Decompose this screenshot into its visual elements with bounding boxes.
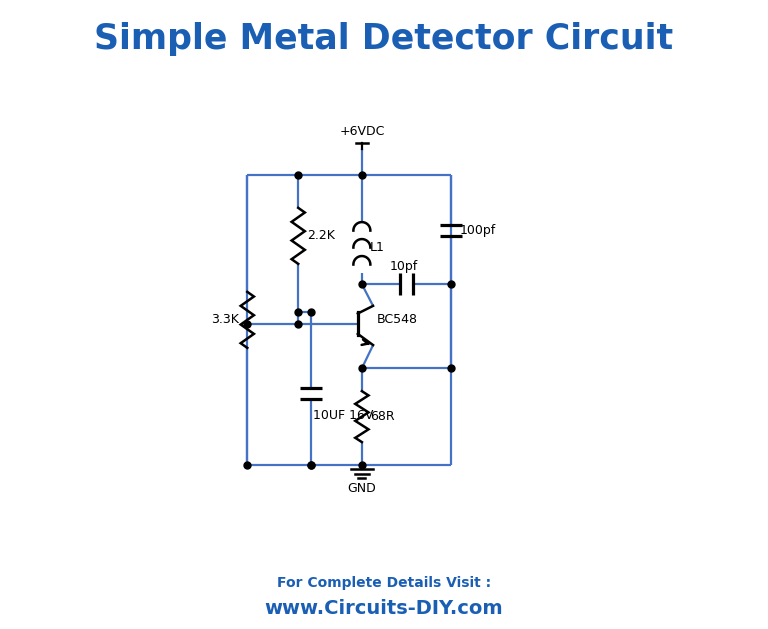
- Text: For Complete Details Visit :: For Complete Details Visit :: [277, 576, 491, 589]
- Text: GND: GND: [347, 482, 376, 495]
- Text: Simple Metal Detector Circuit: Simple Metal Detector Circuit: [94, 22, 674, 56]
- Text: +6VDC: +6VDC: [339, 125, 385, 138]
- Text: BC548: BC548: [377, 313, 418, 326]
- Text: 100pf: 100pf: [460, 225, 496, 237]
- Text: L1: L1: [369, 241, 384, 254]
- Text: 10UF 16V: 10UF 16V: [313, 409, 374, 422]
- Text: 3.3K: 3.3K: [210, 313, 239, 326]
- Text: 10pf: 10pf: [389, 260, 418, 273]
- Text: 2.2K: 2.2K: [307, 230, 335, 242]
- Text: 68R: 68R: [370, 410, 396, 423]
- Text: www.Circuits-DIY.com: www.Circuits-DIY.com: [265, 599, 503, 618]
